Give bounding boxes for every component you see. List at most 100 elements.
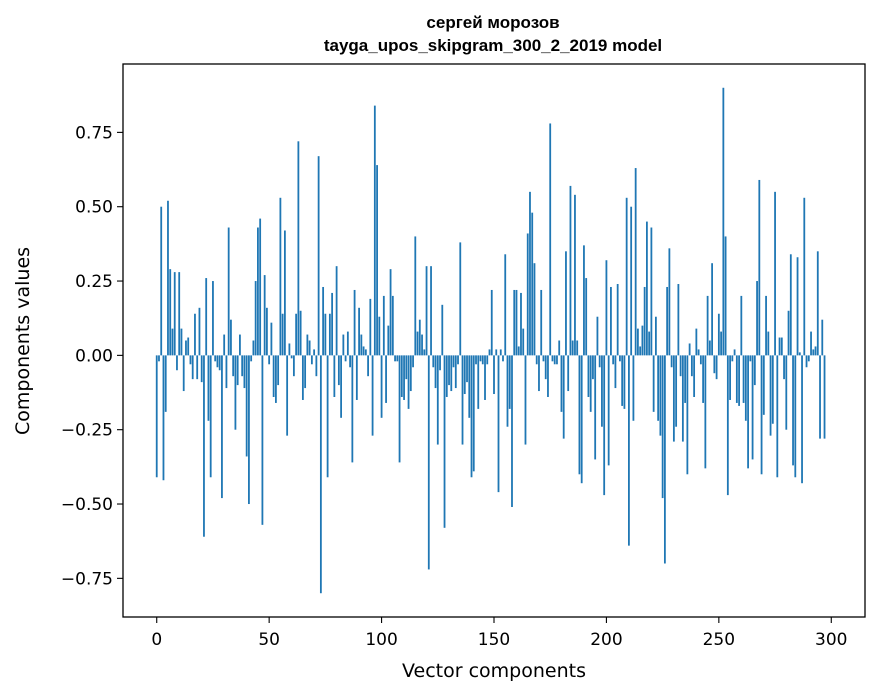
bar-218 bbox=[646, 221, 648, 356]
bar-293 bbox=[814, 346, 817, 356]
bar-90 bbox=[358, 307, 360, 356]
y-tick-label: 0.00 bbox=[75, 346, 113, 366]
bar-183 bbox=[567, 355, 570, 392]
bar-8 bbox=[173, 272, 176, 356]
bar-92 bbox=[362, 346, 365, 356]
bar-53 bbox=[275, 355, 277, 403]
bar-170 bbox=[538, 355, 540, 392]
bar-114 bbox=[412, 355, 414, 368]
bar-275 bbox=[774, 191, 776, 356]
bar-222 bbox=[654, 316, 657, 356]
bar-146 bbox=[484, 355, 486, 400]
bar-16 bbox=[191, 355, 194, 380]
bar-267 bbox=[756, 281, 758, 356]
bar-164 bbox=[524, 355, 527, 445]
bar-111 bbox=[405, 355, 408, 380]
plot-frame bbox=[122, 63, 866, 618]
bar-213 bbox=[634, 168, 637, 356]
bar-94 bbox=[367, 355, 369, 377]
bar-13 bbox=[185, 340, 187, 356]
bar-40 bbox=[245, 355, 248, 457]
bar-249 bbox=[715, 355, 718, 380]
bar-47 bbox=[261, 355, 264, 525]
bar-280 bbox=[785, 355, 788, 430]
bar-117 bbox=[418, 319, 421, 356]
bar-216 bbox=[641, 325, 644, 356]
bar-145 bbox=[481, 355, 484, 365]
bar-253 bbox=[724, 236, 727, 356]
bar-196 bbox=[596, 316, 599, 356]
bar-229 bbox=[670, 355, 673, 368]
bar-130 bbox=[448, 355, 450, 386]
bar-79 bbox=[333, 355, 336, 397]
bar-173 bbox=[544, 355, 547, 380]
bar-234 bbox=[681, 355, 684, 442]
bar-30 bbox=[223, 334, 226, 356]
bar-25 bbox=[212, 281, 214, 356]
bar-10 bbox=[178, 272, 181, 356]
bar-64 bbox=[299, 310, 302, 356]
bar-289 bbox=[805, 355, 808, 368]
bar-256 bbox=[731, 355, 734, 362]
bar-80 bbox=[335, 266, 338, 356]
bar-228 bbox=[668, 248, 671, 356]
bar-159 bbox=[513, 289, 516, 356]
bar-33 bbox=[230, 319, 232, 356]
bar-123 bbox=[432, 355, 435, 368]
bar-139 bbox=[468, 355, 471, 418]
bar-274 bbox=[771, 355, 774, 424]
bar-243 bbox=[702, 355, 705, 403]
x-tick-label: 150 bbox=[478, 630, 510, 650]
bar-248 bbox=[713, 355, 716, 374]
bar-162 bbox=[520, 292, 522, 356]
bar-268 bbox=[758, 179, 761, 356]
bar-210 bbox=[628, 355, 630, 546]
bar-166 bbox=[529, 191, 531, 356]
bar-151 bbox=[495, 349, 498, 356]
y-tick-label: 0.25 bbox=[75, 272, 113, 292]
bar-283 bbox=[792, 355, 794, 466]
bar-217 bbox=[643, 286, 646, 356]
bar-244 bbox=[704, 355, 707, 469]
bar-188 bbox=[578, 355, 581, 475]
bar-165 bbox=[526, 233, 529, 356]
bar-99 bbox=[378, 316, 381, 356]
bar-294 bbox=[816, 251, 819, 356]
bar-191 bbox=[585, 278, 588, 356]
bar-189 bbox=[580, 355, 583, 484]
bar-239 bbox=[693, 355, 696, 397]
bar-199 bbox=[603, 355, 606, 496]
bar-277 bbox=[778, 337, 781, 356]
bar-119 bbox=[423, 349, 426, 356]
bar-288 bbox=[803, 197, 806, 356]
bar-136 bbox=[461, 355, 464, 445]
bar-212 bbox=[632, 355, 635, 421]
bar-230 bbox=[672, 355, 675, 442]
bar-70 bbox=[313, 349, 316, 356]
bar-259 bbox=[738, 355, 740, 406]
bar-205 bbox=[616, 284, 619, 356]
bar-95 bbox=[369, 298, 372, 356]
bar-98 bbox=[376, 165, 378, 356]
bar-105 bbox=[391, 295, 394, 356]
bar-285 bbox=[796, 257, 799, 356]
bar-247 bbox=[711, 263, 713, 356]
chart-subtitle: tayga_upos_skipgram_300_2_2019 model bbox=[324, 36, 662, 55]
bar-202 bbox=[610, 286, 612, 356]
bar-101 bbox=[382, 295, 385, 356]
bar-281 bbox=[787, 310, 790, 356]
bar-17 bbox=[194, 313, 196, 356]
bar-242 bbox=[699, 355, 702, 365]
bar-195 bbox=[594, 355, 597, 460]
bar-181 bbox=[562, 355, 565, 439]
bar-250 bbox=[717, 313, 720, 356]
bar-172 bbox=[542, 355, 545, 362]
bar-84 bbox=[344, 355, 347, 362]
bar-291 bbox=[810, 331, 812, 356]
bar-50 bbox=[268, 355, 271, 365]
bar-235 bbox=[684, 355, 687, 403]
bar-179 bbox=[558, 340, 561, 356]
bar-262 bbox=[744, 355, 747, 421]
bar-225 bbox=[661, 355, 664, 499]
bar-72 bbox=[317, 156, 320, 356]
